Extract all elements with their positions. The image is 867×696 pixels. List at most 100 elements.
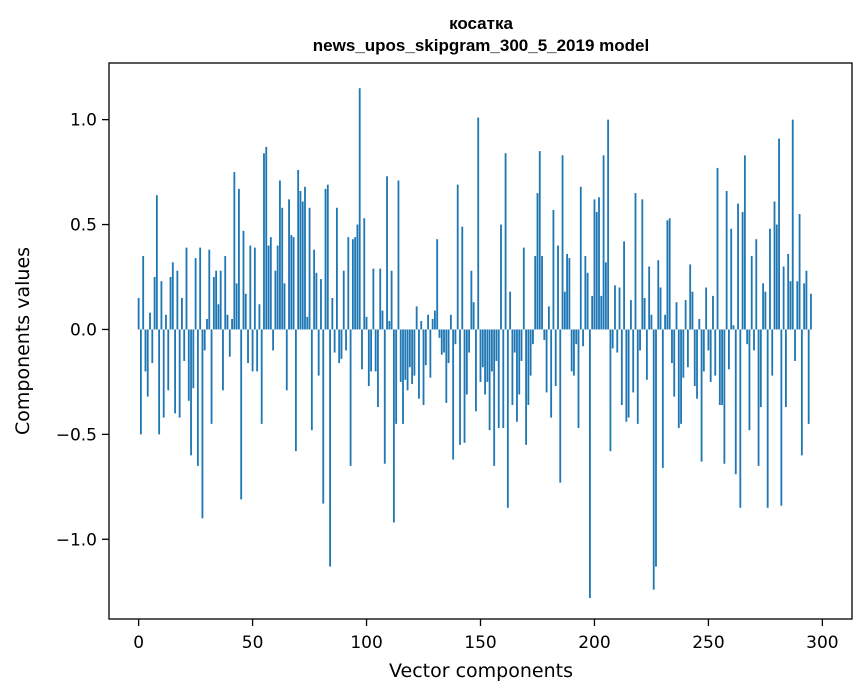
bar-component-90: [342, 270, 345, 330]
bar-component-273: [759, 329, 762, 408]
bar-component-77: [313, 249, 316, 330]
bar-component-76: [310, 329, 313, 431]
bar-component-51: [253, 247, 256, 330]
bar-component-48: [247, 329, 249, 364]
bar-component-187: [563, 291, 566, 330]
bar-component-161: [504, 153, 507, 330]
bar-component-15: [171, 262, 174, 330]
bar-component-17: [176, 270, 179, 330]
bar-component-230: [661, 329, 664, 468]
bar-component-37: [222, 329, 224, 391]
bar-component-202: [598, 197, 600, 330]
bar-component-110: [388, 321, 391, 330]
bar-component-93: [349, 329, 352, 466]
bar-component-266: [743, 155, 746, 330]
bar-component-133: [440, 329, 443, 355]
bar-component-271: [755, 239, 758, 330]
bar-component-158: [497, 329, 500, 429]
bar-component-159: [500, 224, 502, 330]
bar-component-257: [723, 329, 726, 464]
y-axis-label: Components values: [12, 247, 34, 435]
bar-component-229: [659, 287, 662, 330]
bar-component-98: [361, 329, 363, 370]
bar-component-84: [329, 329, 331, 567]
bar-component-270: [753, 329, 755, 351]
bar-component-234: [671, 329, 673, 364]
bar-component-205: [604, 262, 607, 330]
x-tick-label: 100: [350, 633, 382, 653]
bar-component-232: [666, 220, 669, 330]
bar-component-160: [502, 329, 505, 429]
bar-component-170: [525, 329, 527, 445]
bar-component-222: [643, 297, 646, 330]
bar-component-166: [516, 329, 518, 422]
bar-component-226: [652, 329, 655, 590]
bar-component-26: [196, 329, 199, 466]
bar-component-23: [190, 329, 192, 456]
bar-component-262: [734, 329, 737, 475]
bar-component-188: [566, 253, 569, 330]
bar-component-129: [431, 318, 434, 330]
bar-component-252: [712, 295, 714, 330]
bar-component-115: [399, 329, 402, 382]
bar-component-69: [294, 329, 297, 452]
bar-component-92: [347, 237, 350, 330]
bar-component-118: [406, 329, 409, 391]
bar-component-295: [810, 293, 812, 330]
bar-component-65: [285, 329, 288, 391]
bar-component-46: [242, 230, 245, 330]
bar-component-14: [169, 277, 172, 330]
bar-component-186: [561, 155, 564, 330]
x-tick-label: 250: [692, 633, 724, 653]
bar-component-291: [800, 329, 803, 456]
bar-component-22: [187, 329, 190, 401]
bar-component-61: [276, 245, 279, 330]
bar-component-35: [217, 304, 220, 330]
bar-component-244: [693, 329, 696, 387]
bar-component-182: [552, 209, 555, 330]
bar-component-195: [582, 329, 584, 347]
bar-component-173: [532, 329, 534, 345]
bar-component-39: [226, 314, 229, 330]
bar-component-99: [363, 218, 366, 330]
y-tick-label: 1.0: [70, 111, 97, 131]
bar-component-40: [228, 329, 231, 357]
bar-component-154: [488, 329, 491, 431]
bar-component-86: [333, 329, 336, 353]
bar-component-255: [718, 329, 721, 405]
bar-component-80: [320, 279, 322, 330]
bar-component-277: [769, 228, 771, 330]
bar-component-155: [490, 329, 493, 372]
bar-component-281: [778, 138, 780, 330]
bar-component-201: [595, 211, 598, 330]
bar-component-231: [664, 314, 667, 330]
bar-component-225: [650, 314, 653, 330]
bar-component-131: [436, 239, 439, 330]
bar-component-137: [449, 314, 452, 330]
bar-component-88: [338, 329, 341, 364]
bar-component-150: [479, 329, 482, 382]
bar-component-163: [509, 291, 512, 330]
x-tick-label: 300: [806, 633, 838, 653]
bar-component-116: [402, 329, 404, 424]
bar-component-203: [600, 295, 603, 330]
bar-component-138: [452, 329, 455, 460]
bar-component-79: [317, 329, 320, 376]
bar-component-3: [144, 329, 147, 372]
bar-component-30: [206, 318, 208, 330]
bar-component-265: [741, 211, 744, 330]
bar-component-283: [782, 266, 785, 330]
bar-component-256: [721, 329, 723, 405]
bar-component-13: [167, 329, 170, 391]
bar-component-82: [324, 188, 327, 330]
bar-component-70: [297, 170, 300, 330]
bar-component-31: [208, 249, 211, 330]
bar-component-72: [301, 201, 304, 330]
bar-component-74: [306, 316, 309, 330]
bar-component-73: [304, 186, 306, 330]
bar-component-44: [238, 188, 240, 330]
bar-component-287: [791, 119, 794, 330]
y-tick-label: 0.0: [70, 320, 97, 340]
bar-component-64: [283, 283, 286, 330]
bar-component-194: [579, 186, 582, 330]
